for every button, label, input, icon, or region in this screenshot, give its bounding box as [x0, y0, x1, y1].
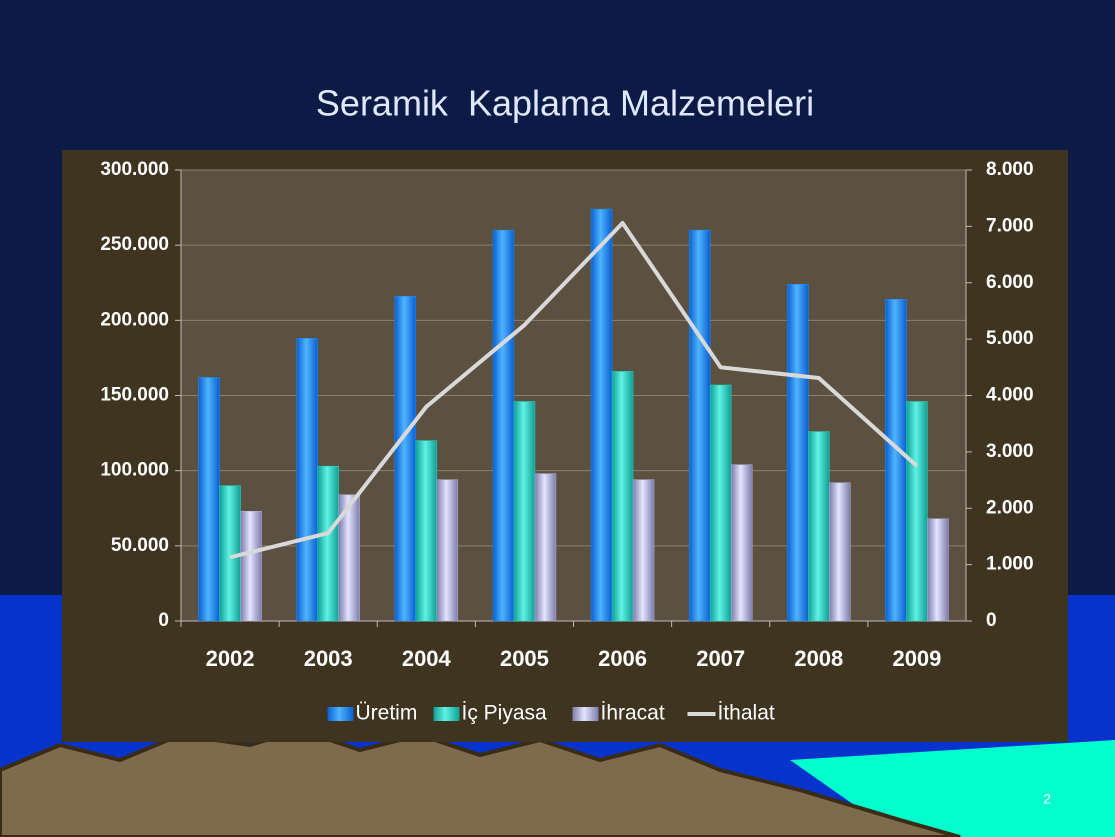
slide-title: Seramik Kaplama Malzemeleri: [316, 83, 814, 124]
x-tick-label: 2005: [500, 646, 549, 671]
page-number: 2: [1043, 791, 1051, 807]
x-tick-label: 2007: [696, 646, 745, 671]
y2-tick-label: 7.000: [986, 215, 1034, 236]
bar: [219, 485, 241, 622]
legend-label: İhracat: [601, 702, 665, 725]
bar: [338, 494, 360, 622]
y-tick-label: 300.000: [100, 159, 169, 180]
bar: [787, 284, 809, 622]
line-series: [229, 220, 919, 560]
bar: [296, 338, 318, 622]
bar: [240, 511, 262, 622]
y-tick-label: 100.000: [100, 460, 169, 481]
bar: [534, 473, 557, 622]
bar: [513, 401, 536, 622]
legend-label: İthalat: [718, 702, 775, 725]
y2-tick-label: 5.000: [986, 328, 1034, 349]
legend-swatch: [433, 707, 460, 721]
legend-label: Üretim: [356, 702, 418, 725]
bar: [885, 299, 907, 622]
y2-tick-label: 0: [986, 610, 997, 631]
x-tick-label: 2008: [794, 646, 843, 671]
y2-tick-label: 1.000: [986, 554, 1034, 575]
bar: [808, 431, 830, 622]
y2-tick-label: 6.000: [986, 272, 1034, 293]
bar: [415, 440, 438, 622]
bar: [436, 479, 459, 622]
y-tick-label: 0: [158, 610, 169, 631]
legend-label: İç Piyasa: [462, 702, 548, 725]
y2-tick-label: 8.000: [986, 159, 1034, 180]
x-tick-label: 2006: [598, 646, 647, 671]
bar: [394, 296, 417, 622]
bar: [317, 465, 339, 622]
y-tick-label: 150.000: [100, 385, 169, 406]
bar: [829, 482, 851, 622]
bar: [611, 371, 634, 622]
x-tick-label: 2004: [402, 646, 452, 671]
bar: [198, 377, 220, 622]
bar: [927, 518, 949, 622]
bar: [492, 229, 515, 622]
legend-swatch: [327, 707, 354, 721]
bar: [688, 229, 711, 622]
y-tick-label: 250.000: [100, 234, 169, 255]
bar: [632, 479, 655, 622]
x-tick-label: 2002: [206, 646, 255, 671]
y2-tick-label: 4.000: [986, 385, 1034, 406]
bar: [906, 401, 928, 622]
bar: [590, 208, 613, 622]
y2-tick-label: 3.000: [986, 441, 1034, 462]
bar: [730, 464, 753, 622]
legend-swatch: [572, 707, 599, 721]
x-tick-label: 2003: [304, 646, 353, 671]
y-tick-label: 50.000: [111, 535, 169, 556]
y2-tick-label: 2.000: [986, 497, 1034, 518]
bar: [709, 384, 732, 622]
x-tick-label: 2009: [892, 646, 941, 671]
y-tick-label: 200.000: [100, 309, 169, 330]
